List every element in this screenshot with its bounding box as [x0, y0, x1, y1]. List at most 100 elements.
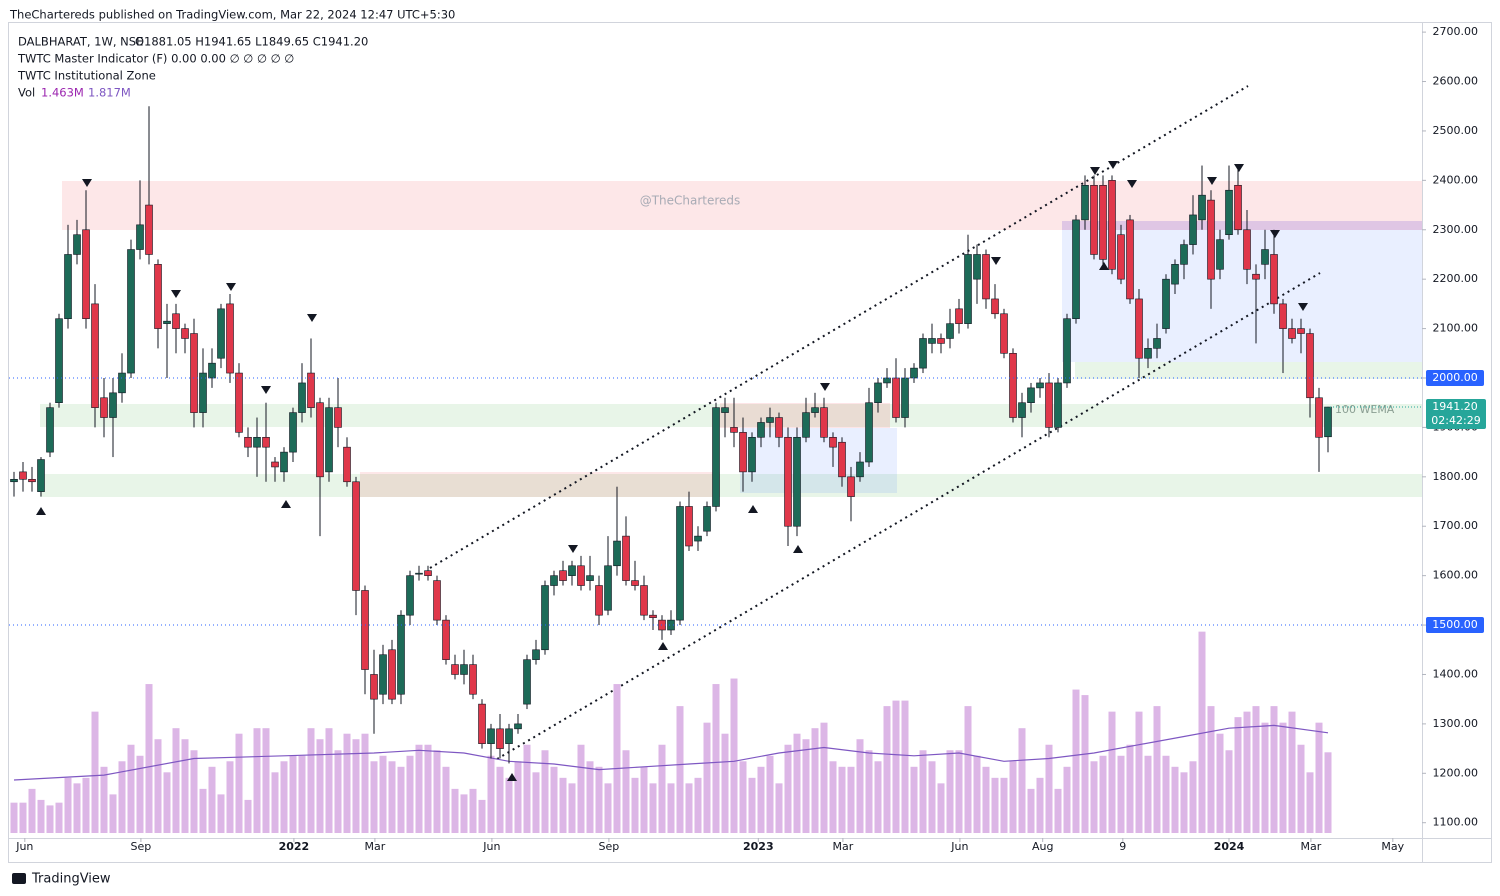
volume-bar — [397, 766, 405, 833]
volume-bar — [298, 755, 306, 833]
volume-bar — [100, 766, 108, 833]
volume-bar — [613, 684, 621, 833]
signal-down — [1207, 177, 1217, 185]
volume-bar — [649, 783, 657, 833]
volume-bar — [1063, 766, 1071, 833]
volume-bar — [163, 772, 171, 833]
candle-body — [505, 728, 513, 744]
candle-body — [397, 614, 405, 695]
y-tick-label: 2500.00 — [1433, 124, 1479, 137]
candle-body — [334, 407, 342, 428]
volume-bar — [469, 788, 477, 833]
volume-bar — [496, 766, 504, 833]
overlap-zone — [1062, 221, 1422, 230]
candle-body — [667, 619, 675, 631]
candle-body — [325, 407, 333, 473]
legend-indicator: TWTC Master Indicator (F) 0.00 0.00 ∅ ∅ … — [17, 52, 294, 66]
candle-body — [370, 674, 378, 700]
candle-body — [1027, 387, 1035, 404]
signal-down — [82, 179, 92, 187]
candle-body — [721, 407, 729, 413]
candle-body — [226, 303, 234, 374]
volume-bar — [1189, 761, 1197, 833]
candle-body — [892, 377, 900, 418]
volume-bar — [568, 783, 576, 833]
volume-bar — [784, 744, 792, 833]
volume-bar — [523, 744, 531, 833]
signal-down — [991, 257, 1001, 265]
candle-body — [919, 338, 927, 369]
candle-body — [541, 585, 549, 651]
demand-zone — [1075, 362, 1422, 379]
x-tick-label: Aug — [1032, 840, 1053, 853]
candle-body — [1153, 338, 1161, 349]
volume-bar — [685, 783, 693, 833]
volume-bar — [289, 755, 297, 833]
volume-bar — [1072, 689, 1080, 833]
candle-body — [964, 254, 972, 324]
volume-bar — [1009, 761, 1017, 833]
candle-body — [757, 422, 765, 438]
candle-body — [856, 461, 864, 478]
volume-bar — [1225, 750, 1233, 833]
candle-body — [424, 570, 432, 576]
volume-bar — [604, 783, 612, 833]
volume-bar — [514, 761, 522, 833]
y-tick-label: 1300.00 — [1433, 717, 1479, 730]
volume-bar — [775, 783, 783, 833]
candle-body — [10, 478, 18, 483]
candle-body — [82, 229, 90, 320]
candle-body — [1180, 244, 1188, 265]
volume-bar — [586, 761, 594, 833]
volume-bar — [622, 750, 630, 833]
volume-bar — [1117, 755, 1125, 833]
candle-body — [658, 619, 666, 631]
volume-bar — [244, 799, 252, 833]
volume-bar — [127, 744, 135, 833]
volume-bar — [577, 744, 585, 833]
candle-body — [244, 436, 252, 448]
candle-body — [595, 585, 603, 616]
volume-bar — [694, 777, 702, 833]
candle-body — [865, 402, 873, 463]
legend-symbol: DALBHARAT, 1W, NSE — [18, 35, 143, 49]
volume-bar — [136, 755, 144, 833]
volume-bar — [631, 777, 639, 833]
volume-bar — [883, 706, 891, 833]
x-tick-label: 2023 — [743, 840, 774, 853]
volume-bar — [856, 739, 864, 833]
volume-bar — [1018, 728, 1026, 833]
range-zone — [740, 428, 897, 493]
volume-bar — [937, 783, 945, 833]
volume-bar — [82, 777, 90, 833]
volume-bar — [190, 750, 198, 833]
volume-bar — [730, 678, 738, 833]
volume-bar — [415, 744, 423, 833]
candle-body — [433, 580, 441, 621]
range-zone — [1062, 221, 1422, 362]
volume-bar — [235, 733, 243, 833]
candle-body — [388, 649, 396, 700]
volume-bar — [757, 766, 765, 833]
volume-bar — [955, 750, 963, 833]
candle-body — [379, 654, 387, 695]
volume-bar — [1054, 788, 1062, 833]
volume-bar — [1180, 772, 1188, 833]
candle-body — [1081, 184, 1089, 221]
volume-bar — [406, 755, 414, 833]
candle-body — [1018, 402, 1026, 418]
volume-bar — [370, 761, 378, 833]
volume-bar — [217, 794, 225, 833]
candle-body — [604, 565, 612, 611]
candle-body — [802, 412, 810, 438]
volume-bar — [739, 761, 747, 833]
signal-down — [1298, 303, 1308, 311]
volume-bar — [1261, 722, 1269, 833]
candle-body — [514, 723, 522, 730]
wema-label: 100 WEMA — [1335, 403, 1395, 416]
volume-bar — [1090, 761, 1098, 833]
candle-body — [622, 535, 630, 581]
signal-up — [36, 507, 46, 515]
volume-bar — [64, 777, 72, 833]
volume-bar — [1045, 744, 1053, 833]
